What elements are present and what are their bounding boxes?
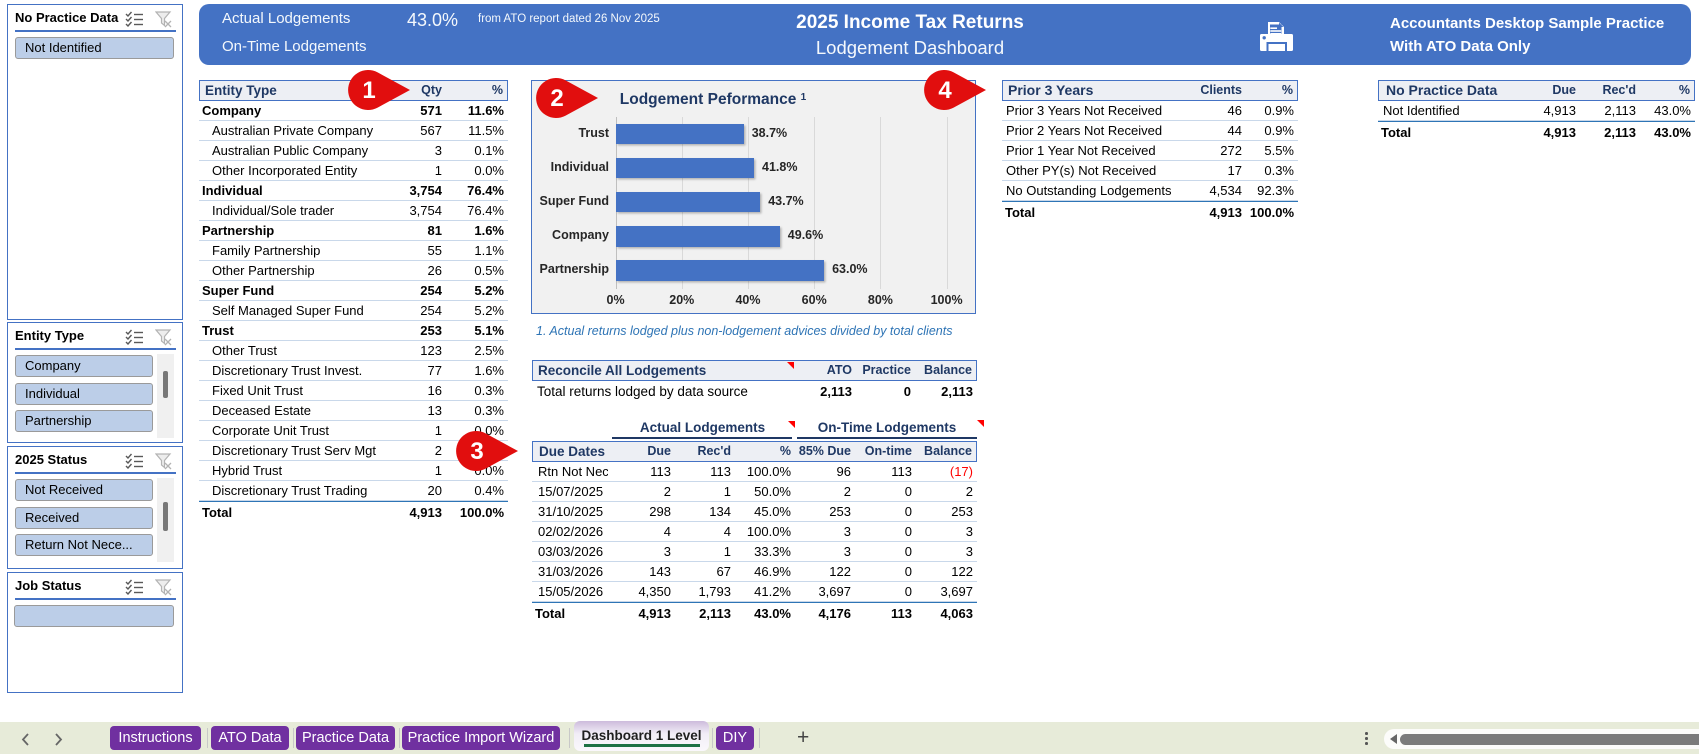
svg-text:3: 3: [470, 438, 483, 465]
svg-text:1: 1: [362, 77, 375, 104]
svg-text:2: 2: [550, 85, 563, 112]
svg-text:4: 4: [938, 77, 952, 104]
